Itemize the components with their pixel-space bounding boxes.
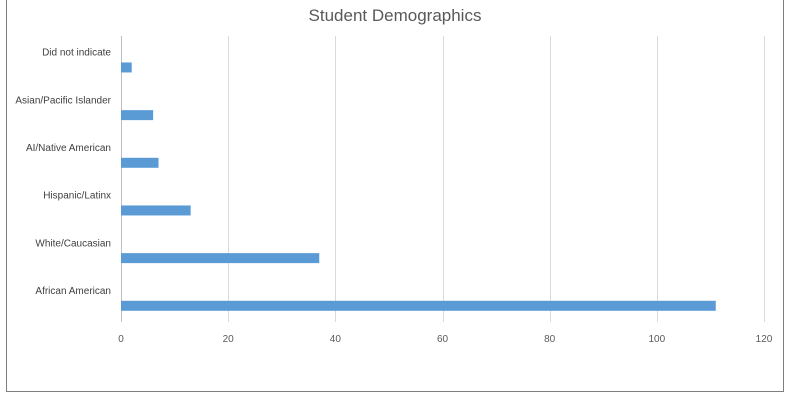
bar xyxy=(121,300,716,311)
bar xyxy=(121,62,132,73)
category-label: Hispanic/Latinx xyxy=(43,191,111,202)
bar xyxy=(121,110,154,121)
x-axis-tick-labels: 0 20 40 60 80 100 120 xyxy=(118,334,773,345)
chart-title: Student Demographics xyxy=(309,6,482,25)
category-label: Asian/Pacific Islander xyxy=(15,95,111,106)
x-tick-label: 60 xyxy=(437,334,449,345)
x-tick-label: 80 xyxy=(544,334,556,345)
x-tick-label: 120 xyxy=(756,334,773,345)
category-label: Did not indicate xyxy=(42,48,111,59)
chart-frame xyxy=(6,0,784,392)
category-label: White/Caucasian xyxy=(35,238,111,249)
bar xyxy=(121,205,191,216)
bars xyxy=(121,62,716,311)
bar xyxy=(121,253,320,264)
x-tick-label: 40 xyxy=(330,334,342,345)
category-label: African American xyxy=(35,286,111,297)
x-tick-label: 20 xyxy=(223,334,235,345)
x-tick-label: 0 xyxy=(118,334,124,345)
gridlines xyxy=(121,36,765,322)
x-tick-label: 100 xyxy=(648,334,665,345)
category-labels: African American White/Caucasian Hispanic/… xyxy=(15,48,111,297)
bar xyxy=(121,157,159,168)
category-label: AI/Native American xyxy=(26,143,111,154)
